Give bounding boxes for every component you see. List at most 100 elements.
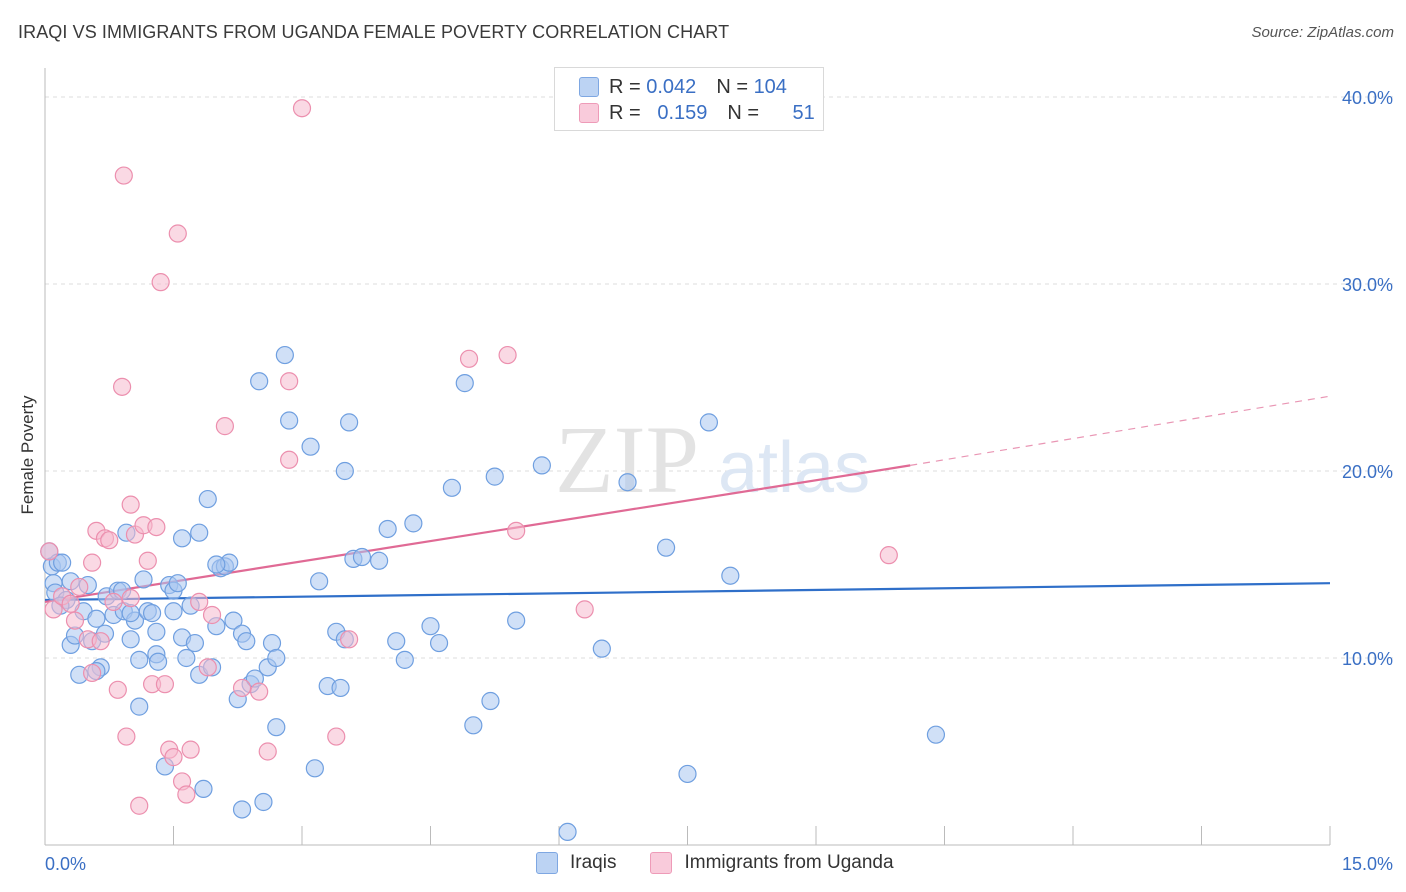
data-point (130, 796, 149, 815)
axes (44, 68, 1331, 846)
data-point (532, 456, 551, 475)
data-point (117, 727, 136, 746)
data-point (507, 521, 526, 540)
data-point (340, 630, 359, 649)
data-point (168, 224, 187, 243)
data-point (280, 411, 299, 430)
data-point (148, 652, 168, 671)
series-legend: Iraqis Immigrants from Uganda (536, 852, 928, 874)
data-point (130, 650, 149, 669)
data-point (429, 633, 449, 653)
legend-item-uganda: Immigrants from Uganda (650, 852, 894, 874)
data-point (280, 450, 299, 469)
data-point (395, 650, 414, 669)
data-point (108, 680, 127, 699)
data-point (215, 417, 234, 436)
y-tick-label: 30.0% (1342, 275, 1393, 295)
data-point (267, 648, 286, 668)
data-point (592, 639, 611, 658)
watermark-zip: ZIP (555, 406, 699, 513)
data-point (87, 609, 106, 628)
source-label: Source: ZipAtlas.com (1251, 24, 1394, 41)
data-point (100, 531, 119, 550)
data-point (164, 602, 183, 621)
data-point (879, 546, 898, 565)
data-point (168, 574, 187, 593)
data-point (83, 553, 102, 572)
data-point (387, 632, 406, 651)
legend-swatch-iraqis (579, 77, 599, 97)
watermark: ZIP atlas (555, 406, 870, 513)
correlation-legend: R = 0.042 N = 104 R = 0.159 N = 51 (554, 67, 824, 131)
data-point (404, 514, 423, 533)
data-point (114, 166, 133, 185)
data-point (254, 792, 273, 812)
data-point (421, 617, 440, 636)
data-point (301, 437, 320, 456)
data-point (121, 589, 140, 608)
grid-lines (45, 96, 1395, 659)
data-point (138, 551, 157, 570)
data-point (267, 718, 286, 737)
data-point (224, 611, 243, 630)
legend-r-label: R = (609, 75, 641, 98)
data-point (91, 632, 110, 651)
data-point (305, 759, 324, 778)
legend-n-value: 51 (792, 101, 815, 124)
trend-line-uganda (44, 464, 911, 603)
data-point (130, 697, 149, 716)
legend-label-iraqis: Iraqis (570, 852, 617, 873)
data-point (485, 467, 504, 486)
data-point (181, 740, 200, 759)
legend-row-uganda: R = 0.159 N = 51 (579, 100, 815, 126)
data-point (275, 345, 294, 365)
data-point (185, 633, 205, 653)
legend-r-value: 0.159 (657, 101, 708, 124)
data-point (656, 538, 676, 557)
data-point (177, 785, 196, 804)
y-tick-label: 40.0% (1342, 88, 1393, 108)
trend-line-iraqis (44, 582, 1331, 602)
data-point (926, 725, 946, 744)
data-point (112, 377, 132, 396)
series-uganda (40, 99, 898, 815)
legend-swatch-uganda (650, 852, 673, 874)
legend-row-iraqis: R = 0.042 N = 104 (579, 74, 787, 100)
legend-n-label: N = (716, 75, 748, 98)
data-point (151, 273, 170, 292)
data-point (575, 600, 594, 619)
data-point (678, 764, 697, 784)
data-point (190, 523, 209, 542)
data-point (65, 611, 85, 630)
data-point (147, 517, 166, 537)
data-points (40, 99, 946, 842)
data-point (172, 529, 192, 548)
data-point (618, 473, 637, 492)
data-point (340, 413, 359, 432)
data-point (327, 727, 346, 746)
data-point (207, 555, 226, 574)
data-point (104, 592, 123, 612)
data-point (558, 822, 577, 842)
data-point (292, 99, 312, 118)
data-point (177, 648, 196, 668)
data-point (190, 592, 209, 612)
legend-swatch-uganda (579, 103, 599, 123)
data-point (498, 345, 517, 365)
data-point (142, 604, 162, 623)
chart-title: IRAQI VS IMMIGRANTS FROM UGANDA FEMALE P… (18, 22, 730, 42)
trend-lines (44, 395, 1331, 603)
data-point (481, 691, 500, 711)
data-point (699, 413, 719, 432)
data-point (164, 748, 183, 767)
legend-label-uganda: Immigrants from Uganda (684, 852, 894, 873)
data-point (61, 594, 80, 613)
data-point (442, 478, 462, 497)
data-point (70, 577, 89, 597)
data-point (134, 570, 153, 589)
data-point (378, 519, 397, 539)
data-point (250, 372, 269, 391)
data-point (464, 716, 483, 735)
data-point (121, 495, 140, 514)
